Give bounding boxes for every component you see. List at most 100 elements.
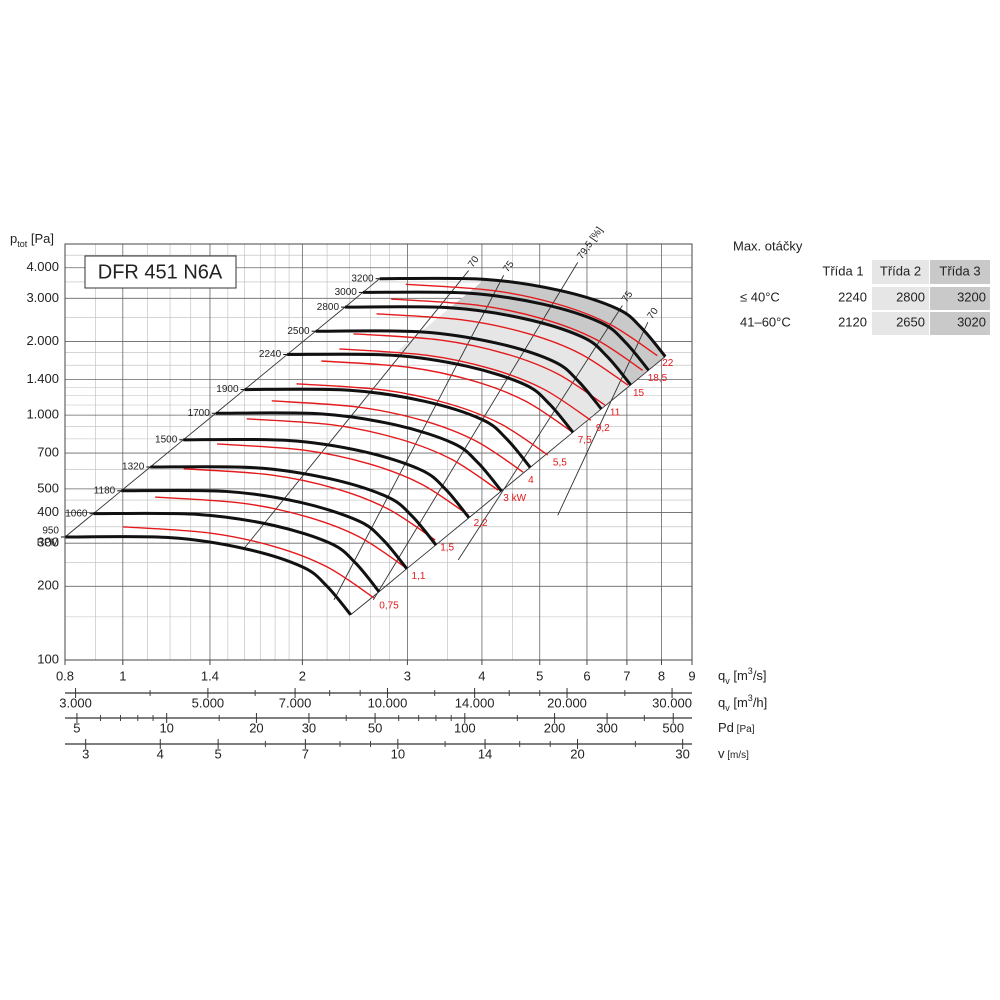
power-curve (321, 360, 574, 433)
power-curve (353, 333, 606, 406)
axis-label-part: v (725, 676, 730, 686)
secondary-tick-label: 5.000 (192, 695, 225, 710)
table-cell (930, 287, 990, 310)
power-curve (217, 443, 470, 516)
table-value: 2120 (838, 314, 867, 329)
rpm-label: 2500 (287, 326, 310, 337)
secondary-tick-label: 100 (454, 720, 476, 735)
rpm-curve (315, 329, 603, 410)
plot-area (65, 262, 667, 616)
plot-frame (64, 243, 693, 661)
axis-label-part: 3 (748, 693, 753, 703)
power-curve (155, 496, 407, 569)
rpm-label: 1900 (216, 384, 239, 395)
rpm-label: 950 (42, 526, 59, 537)
x-tick-label: 5 (536, 668, 543, 683)
rpm-label: 1060 (65, 508, 88, 519)
power-curve (122, 526, 375, 599)
rpm-label: 1700 (188, 408, 211, 419)
secondary-tick-label: 10 (391, 746, 405, 761)
secondary-tick-label: 50 (368, 720, 382, 735)
power-label: 1,1 (412, 571, 426, 582)
secondary-tick-label: 14.000 (455, 695, 495, 710)
axis-label-part: p (10, 231, 17, 246)
axis-label-part: 3 (748, 666, 753, 676)
power-label: 22 (662, 358, 674, 369)
axis-label-part: [m (730, 695, 748, 710)
y-tick-label: 100 (37, 651, 59, 666)
table-cell (930, 312, 990, 335)
rpm-label: 3000 (335, 287, 358, 298)
table-cell (872, 287, 929, 310)
x-tick-label: 0.8 (56, 668, 74, 683)
secondary-tick-label: 7.000 (279, 695, 312, 710)
table-row-label: ≤ 40°C (740, 289, 780, 304)
power-curve (271, 400, 524, 473)
efficiency-label: 70 (645, 306, 661, 322)
axis-label-part: [Pa] (27, 231, 54, 246)
power-curve (183, 468, 436, 541)
axis-label-part: [m/s] (725, 750, 750, 761)
rpm-curve (345, 305, 632, 386)
rpm-label: 1320 (122, 462, 145, 473)
secondary-tick-label: 3 (82, 746, 89, 761)
table-header: Třída 2 (880, 263, 921, 278)
table-value: 2240 (838, 289, 867, 304)
table-header-cell (930, 260, 990, 284)
secondary-tick-label: 20 (570, 746, 584, 761)
rpm-label: 2800 (317, 302, 340, 313)
power-label: 1,5 (440, 543, 454, 554)
rpm-curve (65, 535, 352, 616)
boundary-line (350, 356, 666, 616)
rpm-curve (244, 387, 532, 469)
table-header-cell (815, 260, 871, 284)
power-label: 11 (610, 408, 621, 419)
secondary-tick-label: 200 (544, 720, 566, 735)
x-tick-label: 1.4 (201, 668, 219, 683)
y-tick-label: 1.000 (26, 407, 59, 422)
rpm-curve (215, 411, 503, 492)
class-band (450, 293, 649, 385)
rpm-curve (362, 290, 650, 372)
y-tick-label: 300 (37, 535, 59, 550)
y-tick-label: 2.000 (26, 333, 59, 348)
table-header: Třída 1 (822, 263, 863, 278)
efficiency-line (243, 270, 469, 549)
class-band (392, 331, 602, 433)
table-cell (872, 312, 929, 335)
power-label: 2,2 (474, 518, 488, 529)
rpm-label: 1500 (155, 434, 178, 445)
power-label: 15 (633, 388, 645, 399)
efficiency-line (372, 262, 579, 601)
class-band (467, 279, 666, 371)
axis-label-part: [Pa] (734, 724, 755, 735)
secondary-tick-label: 30.000 (652, 695, 692, 710)
power-label: 4 (528, 475, 534, 486)
y-tick-label: 4.000 (26, 259, 59, 274)
axis-label-part: q (718, 668, 725, 683)
x-tick-label: 2 (299, 668, 306, 683)
secondary-tick-label: 30 (675, 746, 689, 761)
y-tick-label: 700 (37, 445, 59, 460)
y-tick-label: 1.400 (26, 371, 59, 386)
x-tick-label: 6 (583, 668, 590, 683)
title-box (84, 255, 237, 289)
table-cell (815, 287, 871, 310)
power-curve (339, 348, 592, 421)
efficiency-label: 79,5 [%] (575, 225, 605, 262)
y-tick-label: 400 (37, 504, 59, 519)
power-label: 9,2 (596, 423, 610, 434)
table-value: 3020 (957, 314, 986, 329)
x-tick-label: 1 (119, 668, 126, 683)
secondary-tick-label: 500 (662, 720, 684, 735)
table-value: 3200 (957, 289, 986, 304)
rpm-curve (93, 511, 381, 593)
axis-label-part: q (718, 695, 725, 710)
power-curve (405, 283, 658, 357)
rpm-unit: RPM (37, 538, 59, 549)
rpm-label: 1180 (94, 485, 116, 496)
power-curve (246, 418, 499, 491)
efficiency-line (333, 275, 505, 601)
